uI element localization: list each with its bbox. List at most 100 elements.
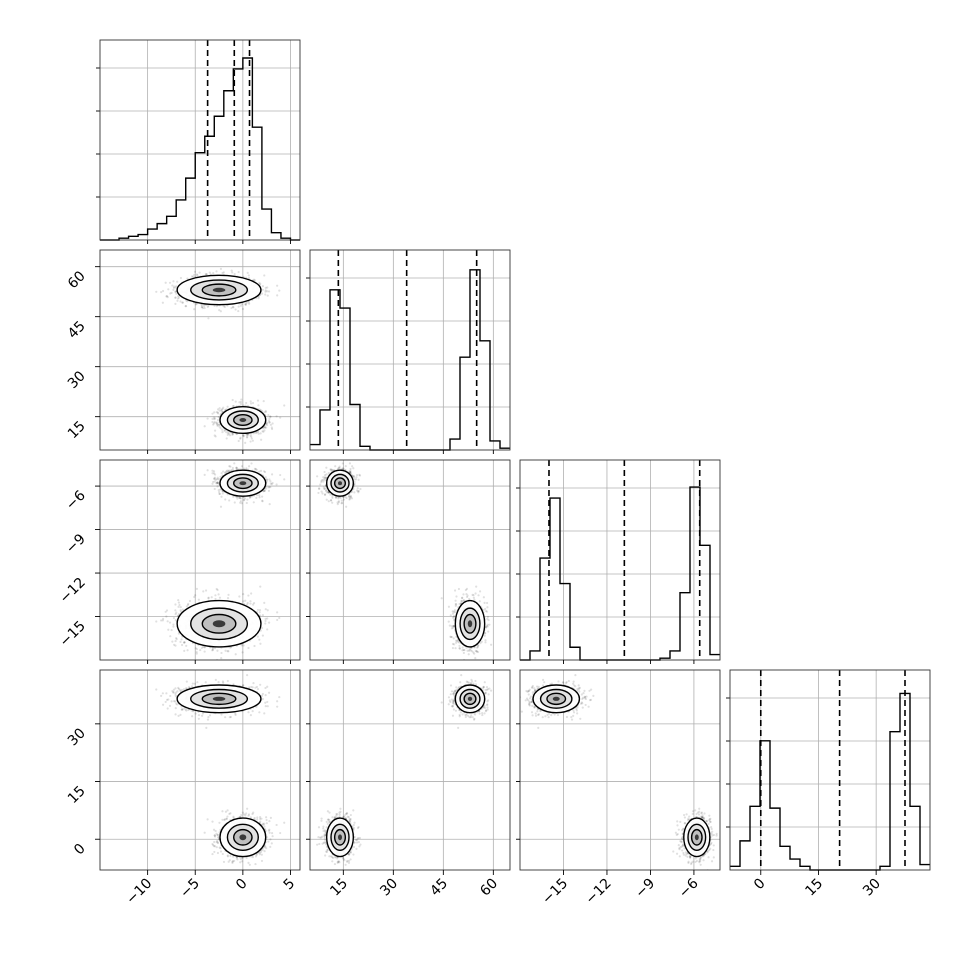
sample-point xyxy=(452,637,455,640)
sample-point xyxy=(240,502,243,505)
sample-point xyxy=(259,642,262,645)
sample-point xyxy=(223,305,226,309)
sample-point xyxy=(240,644,243,647)
sample-point xyxy=(165,295,168,298)
sample-point xyxy=(215,421,218,424)
sample-point xyxy=(226,431,229,435)
sample-point xyxy=(269,423,272,426)
sample-point xyxy=(476,646,479,649)
sample-point xyxy=(170,628,173,632)
histogram-panel-1 xyxy=(306,249,511,451)
sample-point xyxy=(169,292,172,295)
sample-point xyxy=(222,406,225,409)
sample-point xyxy=(266,294,269,297)
density-contour xyxy=(239,481,247,486)
sample-point xyxy=(227,432,231,435)
sample-point xyxy=(216,418,220,422)
sample-point xyxy=(175,638,178,641)
sample-point xyxy=(462,651,465,655)
sample-point xyxy=(190,275,194,278)
sample-point xyxy=(215,587,218,591)
sample-point xyxy=(251,401,255,405)
sample-point xyxy=(247,274,250,277)
sample-point xyxy=(261,500,264,503)
sample-point xyxy=(264,622,267,625)
sample-point xyxy=(216,588,219,592)
sample-point xyxy=(168,281,172,284)
sample-point xyxy=(220,409,223,413)
histogram-step xyxy=(100,57,300,241)
sample-point xyxy=(219,267,223,271)
sample-point xyxy=(244,441,247,444)
sample-point xyxy=(193,270,197,273)
sample-point xyxy=(199,648,202,652)
sample-point xyxy=(221,430,224,434)
sample-point xyxy=(279,416,282,419)
sample-point xyxy=(276,284,279,287)
scatter-panel-0-2 xyxy=(99,459,301,661)
sample-point xyxy=(174,619,177,622)
sample-point xyxy=(217,478,220,481)
sample-point xyxy=(259,614,262,617)
sample-point xyxy=(258,281,261,284)
sample-point xyxy=(218,407,221,410)
sample-point xyxy=(226,649,229,653)
sample-point xyxy=(172,280,175,283)
panel-frame xyxy=(309,249,511,451)
sample-point xyxy=(222,271,225,274)
sample-point xyxy=(204,589,208,592)
sample-point xyxy=(167,288,170,291)
sample-point xyxy=(174,609,177,612)
sample-point xyxy=(242,434,245,437)
sample-point xyxy=(172,286,176,289)
sample-point xyxy=(195,302,198,306)
sample-point xyxy=(237,270,240,274)
sample-point xyxy=(267,413,270,417)
sample-point xyxy=(214,594,217,597)
sample-points xyxy=(316,462,493,660)
sample-point xyxy=(256,635,259,638)
sample-point xyxy=(269,415,272,418)
sample-point xyxy=(185,605,188,608)
sample-point xyxy=(231,466,234,470)
sample-point xyxy=(195,587,198,591)
sample-point xyxy=(270,427,274,431)
sample-point xyxy=(193,595,196,599)
sample-point xyxy=(234,308,237,311)
sample-point xyxy=(261,430,264,433)
sample-point xyxy=(172,625,175,628)
sample-point xyxy=(167,628,170,631)
sample-point xyxy=(258,611,261,614)
sample-point xyxy=(242,435,245,438)
sample-point xyxy=(276,294,279,297)
sample-point xyxy=(263,426,266,429)
sample-point xyxy=(458,641,461,644)
sample-point xyxy=(221,271,224,275)
sample-point xyxy=(239,400,243,404)
sample-point xyxy=(276,611,279,614)
sample-point xyxy=(255,468,258,471)
sample-point xyxy=(216,481,219,484)
density-contour xyxy=(212,287,226,293)
sample-point xyxy=(211,472,214,475)
sample-point xyxy=(263,470,266,473)
sample-point xyxy=(451,646,455,650)
sample-point xyxy=(259,432,262,435)
sample-point xyxy=(216,476,219,479)
sample-point xyxy=(254,467,257,471)
sample-point xyxy=(484,641,487,644)
corner-plot-panels: −10 −5 0 5 15 30 45 60 −15 −12 −9 −6 0 15 3015304560−1… xyxy=(57,39,931,908)
sample-point xyxy=(195,652,198,655)
sample-point xyxy=(203,425,206,428)
sample-point xyxy=(458,647,461,650)
sample-point xyxy=(219,310,222,313)
sample-point xyxy=(452,615,455,618)
sample-point xyxy=(194,594,197,597)
sample-point xyxy=(228,434,232,437)
sample-point xyxy=(186,603,190,607)
sample-point xyxy=(231,468,235,471)
sample-point xyxy=(180,643,184,647)
sample-point xyxy=(465,595,469,599)
sample-point xyxy=(242,644,245,647)
sample-point xyxy=(212,470,216,473)
